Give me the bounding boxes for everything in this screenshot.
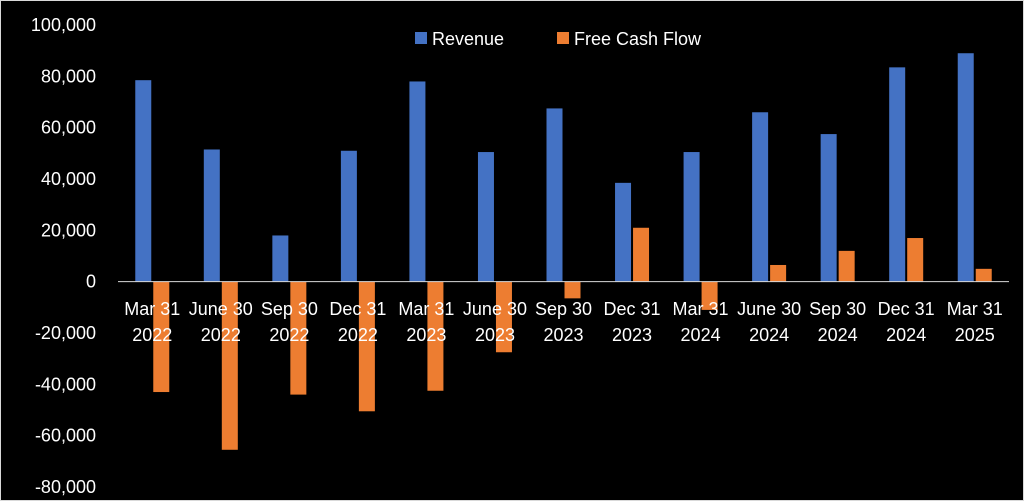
revenue-bar [477,152,494,282]
free-cash-flow-bar [633,227,650,282]
y-tick-label: 20,000 [41,220,96,240]
legend-free-cash-flow: Free Cash Flow [557,29,702,49]
free-cash-flow-bar [427,281,444,391]
bars [135,53,992,450]
free-cash-flow-bar [290,281,307,395]
free-cash-flow-bar [564,281,581,299]
x-tick-label: June 30 2024 [737,299,801,345]
y-tick-label: 40,000 [41,169,96,189]
revenue-bar [546,108,563,282]
free-cash-flow-bar [907,238,924,282]
x-tick-label: Dec 31 2022 [329,299,386,345]
revenue-bar [615,182,632,282]
revenue-bar [135,80,152,282]
y-tick-label: 80,000 [41,66,96,86]
legend-swatch [557,32,569,44]
x-tick-label: Sep 30 2023 [535,299,592,345]
y-tick-label: -20,000 [35,323,96,343]
revenue-bar [683,152,700,282]
revenue-bar [409,81,426,282]
x-tick-label: Mar 31 2022 [124,299,180,345]
revenue-bar [752,112,769,282]
free-cash-flow-bar [701,281,718,310]
free-cash-flow-bar [358,281,375,412]
revenue-bar [340,150,357,282]
free-cash-flow-bar [838,250,855,282]
free-cash-flow-bar [153,281,170,393]
free-cash-flow-bar [975,268,992,282]
y-tick-label: -80,000 [35,477,96,497]
legend-revenue: Revenue [415,29,504,49]
y-axis: 100,000 80,000 60,000 40,000 20,000 0 -20,000 -… [31,15,96,497]
x-tick-label: Mar 31 2025 [947,299,1003,345]
revenue-bar [820,134,837,282]
legend-label: Free Cash Flow [574,29,702,49]
legend-swatch [415,32,427,44]
x-tick-label: Mar 31 2023 [398,299,454,345]
revenue-bar [203,149,220,282]
x-tick-label: Sep 30 2024 [809,299,866,345]
legend: Revenue Free Cash Flow [415,29,702,49]
x-tick-label: Sep 30 2022 [261,299,318,345]
free-cash-flow-bar [221,281,238,450]
x-tick-label: Mar 31 2024 [673,299,729,345]
x-tick-label: Dec 31 2024 [878,299,935,345]
legend-label: Revenue [432,29,504,49]
x-tick-label: June 30 2022 [189,299,253,345]
x-tick-label: June 30 2023 [463,299,527,345]
revenue-bar [272,235,289,282]
y-tick-label: 60,000 [41,118,96,138]
free-cash-flow-bar [770,264,787,282]
y-tick-label: 100,000 [31,15,96,35]
x-tick-label: Dec 31 2023 [604,299,661,345]
y-tick-label: -40,000 [35,374,96,394]
revenue-bar [957,53,974,282]
revenue-bar [889,67,906,282]
y-tick-label: -60,000 [35,426,96,446]
y-tick-label: 0 [86,272,96,292]
free-cash-flow-bar [495,281,512,353]
